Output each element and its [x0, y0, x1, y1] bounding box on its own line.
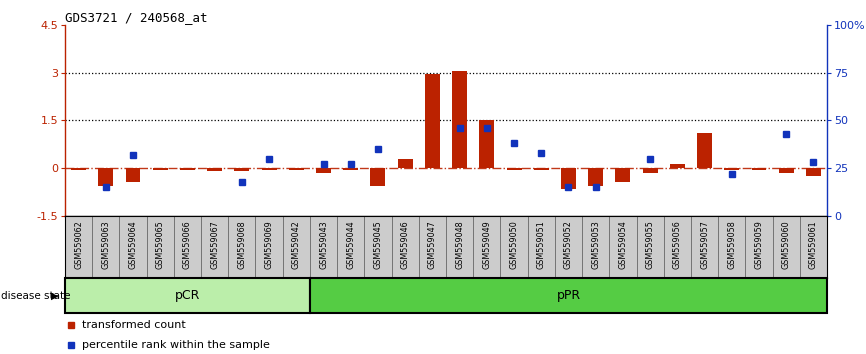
Text: GSM559054: GSM559054 [618, 220, 627, 269]
Bar [343, 168, 359, 170]
Text: GDS3721 / 240568_at: GDS3721 / 240568_at [65, 11, 208, 24]
Text: GSM559047: GSM559047 [428, 220, 436, 269]
Bar [697, 133, 712, 168]
Text: GSM559049: GSM559049 [482, 220, 491, 269]
Bar [371, 168, 385, 185]
Bar [65, 278, 310, 313]
Text: GSM559059: GSM559059 [754, 220, 764, 269]
Text: GSM559048: GSM559048 [456, 220, 464, 269]
Bar [588, 168, 603, 185]
Bar [479, 120, 494, 168]
Text: GSM559043: GSM559043 [319, 220, 328, 269]
Bar [71, 168, 86, 170]
Text: GSM559066: GSM559066 [183, 220, 192, 269]
Text: pCR: pCR [175, 289, 200, 302]
Text: GSM559060: GSM559060 [782, 220, 791, 269]
Text: GSM559069: GSM559069 [265, 220, 274, 269]
Text: GSM559058: GSM559058 [727, 220, 736, 269]
Text: GSM559067: GSM559067 [210, 220, 219, 269]
Text: transformed count: transformed count [81, 320, 185, 330]
Text: GSM559045: GSM559045 [373, 220, 383, 269]
Bar [397, 159, 412, 168]
Text: GSM559057: GSM559057 [700, 220, 709, 269]
Bar [180, 168, 195, 170]
Text: percentile rank within the sample: percentile rank within the sample [81, 340, 269, 350]
Bar [779, 168, 793, 173]
Text: GSM559046: GSM559046 [401, 220, 410, 269]
Text: GSM559044: GSM559044 [346, 220, 355, 269]
Bar [152, 168, 168, 170]
Bar [316, 168, 331, 173]
Text: GSM559061: GSM559061 [809, 220, 818, 269]
Text: GSM559053: GSM559053 [591, 220, 600, 269]
Text: pPR: pPR [556, 289, 580, 302]
Bar [643, 168, 657, 173]
Bar [507, 168, 521, 170]
Text: ▶: ▶ [50, 291, 58, 301]
Bar [310, 278, 827, 313]
Text: GSM559068: GSM559068 [237, 220, 246, 269]
Text: GSM559062: GSM559062 [74, 220, 83, 269]
Text: GSM559050: GSM559050 [509, 220, 519, 269]
Text: GSM559051: GSM559051 [537, 220, 546, 269]
Bar [207, 168, 222, 171]
Bar [616, 168, 630, 182]
Bar [288, 168, 304, 170]
Bar [669, 164, 685, 168]
Text: GSM559063: GSM559063 [101, 220, 110, 269]
Text: GSM559042: GSM559042 [292, 220, 301, 269]
Bar [724, 168, 740, 170]
Bar [425, 74, 440, 168]
Bar [98, 168, 113, 185]
Bar [752, 168, 766, 170]
Text: GSM559052: GSM559052 [564, 220, 573, 269]
Bar [235, 168, 249, 171]
Text: GSM559056: GSM559056 [673, 220, 682, 269]
Bar [126, 168, 140, 182]
Text: GSM559065: GSM559065 [156, 220, 165, 269]
Text: GSM559055: GSM559055 [646, 220, 655, 269]
Bar [806, 168, 821, 176]
Text: GSM559064: GSM559064 [128, 220, 138, 269]
Text: disease state: disease state [1, 291, 70, 301]
Bar [452, 71, 467, 168]
Bar [533, 168, 549, 170]
Bar [262, 168, 276, 170]
Bar [561, 168, 576, 189]
